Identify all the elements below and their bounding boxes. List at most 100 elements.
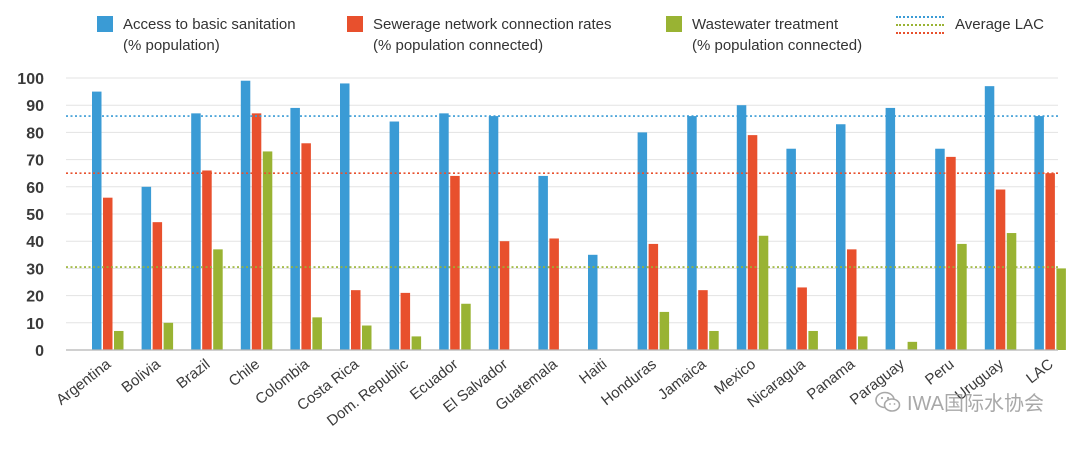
bar-sewerage: [648, 243, 659, 350]
legend-sewerage: Sewerage network connection rates (% pop…: [347, 14, 611, 56]
bar-wastewater: [1006, 233, 1017, 350]
legend-access: Access to basic sanitation (% population…: [97, 14, 296, 56]
bar-access: [637, 132, 648, 350]
bar-access: [736, 105, 747, 350]
y-tick-label: 70: [26, 153, 44, 170]
x-tick-label: Brazil: [173, 356, 213, 392]
bar-access: [687, 116, 697, 350]
legend-swatch-access: [97, 16, 113, 32]
legend-wastewater: Wastewater treatment (% population conne…: [666, 14, 862, 56]
x-tick-label: Jamaica: [655, 355, 710, 403]
legend-wastewater-line2: (% population connected): [692, 37, 863, 54]
bar-sewerage: [351, 290, 361, 350]
legend-swatch-wastewater: [666, 16, 682, 32]
bar-sewerage: [152, 222, 163, 350]
bar-access: [935, 148, 945, 350]
bar-wastewater: [957, 243, 967, 350]
axes: 0 10 20 30 40 50 60 70 80 90 100 Argentina Bolivia Br…: [17, 71, 1058, 430]
grid-lines: [66, 77, 1058, 324]
bar-wastewater: [907, 341, 918, 350]
bar-access: [588, 254, 598, 350]
x-tick-label: Chile: [226, 356, 263, 390]
legend-avg-line-access: [896, 16, 944, 18]
legend-sewerage-line2: (% population connected): [373, 37, 544, 54]
bar-sewerage: [847, 249, 857, 350]
bar-sewerage: [747, 135, 758, 350]
legend-swatch-sewerage: [347, 16, 363, 32]
x-tick-label: Honduras: [598, 356, 660, 409]
x-tick-label: Argentina: [53, 355, 115, 408]
legend-avg-line-sewerage: [896, 32, 944, 34]
bar-sewerage: [450, 175, 460, 350]
legend-access-line2: (% population): [123, 37, 220, 54]
x-tick-label: Haiti: [576, 356, 610, 388]
legend-wastewater-line1: Wastewater treatment: [692, 16, 839, 33]
legend-avg-line-wastewater: [896, 24, 944, 26]
bar-sewerage: [698, 290, 708, 350]
bar-sewerage: [202, 170, 212, 350]
y-tick-label: 0: [35, 343, 44, 360]
y-tick-label: 90: [26, 98, 44, 115]
bar-wastewater: [1056, 268, 1066, 350]
bar-wastewater: [262, 151, 273, 350]
bar-access: [836, 124, 846, 351]
bar-sewerage: [995, 189, 1006, 350]
bar-wastewater: [114, 330, 124, 350]
bar-sewerage: [499, 241, 510, 350]
bar-access: [885, 107, 896, 350]
bar-series: [92, 80, 1066, 351]
x-tick-label: Bolivia: [119, 355, 165, 396]
y-tick-label: 80: [26, 125, 44, 142]
legend-label-access: Access to basic sanitation (% population…: [123, 14, 296, 56]
bar-sewerage: [251, 113, 262, 350]
bar-sewerage: [797, 287, 807, 350]
watermark: IWA国际水协会: [875, 387, 1044, 416]
bar-sewerage: [549, 238, 559, 350]
bar-access: [141, 186, 152, 350]
y-tick-label: 40: [26, 234, 44, 251]
bar-access: [290, 107, 300, 350]
bar-wastewater: [213, 249, 223, 350]
legend-label-average: Average LAC: [955, 16, 1044, 33]
bar-access: [92, 91, 102, 350]
bar-sewerage: [103, 197, 113, 350]
bar-wastewater: [362, 325, 372, 350]
average-lines: [66, 115, 1058, 268]
y-tick-label: 50: [26, 207, 44, 224]
y-tick-label: 60: [26, 180, 44, 197]
bar-wastewater: [758, 235, 769, 350]
bar-sewerage: [400, 292, 411, 350]
legend-label-sewerage: Sewerage network connection rates (% pop…: [373, 14, 611, 56]
bar-access: [240, 80, 251, 350]
bar-wastewater: [312, 317, 322, 350]
legend-access-line1: Access to basic sanitation: [123, 16, 296, 33]
bar-wastewater: [808, 330, 818, 350]
y-tick-label: 10: [26, 316, 44, 333]
bar-access: [488, 116, 499, 350]
y-tick-label: 100: [17, 71, 44, 88]
bar-sewerage: [1045, 173, 1055, 350]
x-tick-label: LAC: [1023, 356, 1057, 387]
legend-average-lines: [896, 14, 948, 36]
bar-access: [1034, 116, 1044, 350]
legend-average: Average LAC: [955, 14, 1044, 35]
bar-access: [984, 86, 995, 350]
bar-wastewater: [411, 336, 422, 350]
wechat-logo-icon: [875, 391, 901, 412]
bar-access: [340, 83, 350, 350]
bar-access: [439, 113, 449, 350]
bar-sewerage: [301, 143, 311, 350]
legend-label-wastewater: Wastewater treatment (% population conne…: [692, 14, 862, 56]
y-tick-label: 30: [26, 261, 44, 278]
bar-wastewater: [163, 322, 174, 350]
bar-access: [538, 175, 548, 350]
watermark-text: IWA国际水协会: [906, 393, 1044, 415]
bar-wastewater: [659, 311, 670, 350]
y-tick-label: 20: [26, 289, 44, 306]
bar-wastewater: [709, 330, 719, 350]
bar-wastewater: [461, 303, 471, 350]
bar-access: [786, 148, 796, 350]
bar-access: [191, 113, 201, 350]
bar-access: [389, 121, 400, 351]
